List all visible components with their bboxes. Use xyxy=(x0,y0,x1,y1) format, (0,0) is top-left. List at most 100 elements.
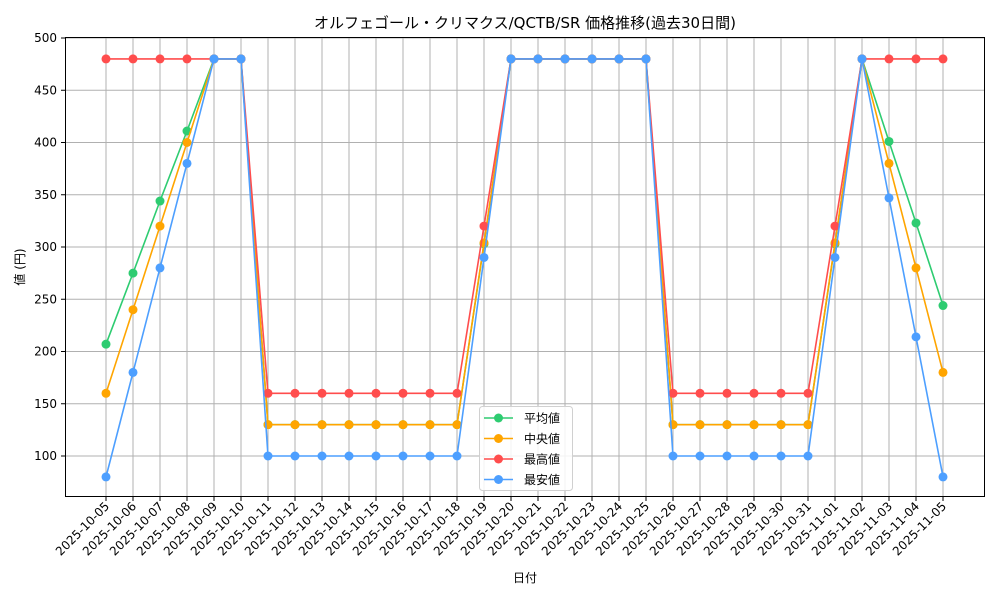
legend-label: 最高値 xyxy=(524,452,560,467)
data-point xyxy=(263,388,273,398)
legend-marker-icon xyxy=(494,454,503,464)
data-point xyxy=(371,388,381,398)
data-point xyxy=(479,252,489,262)
data-point xyxy=(587,54,597,64)
data-point xyxy=(776,388,786,398)
data-point xyxy=(452,451,462,461)
data-point xyxy=(128,367,138,377)
data-point xyxy=(857,54,867,64)
data-point xyxy=(452,388,462,398)
data-point xyxy=(533,54,543,64)
data-point xyxy=(290,451,300,461)
y-tick-label: 200 xyxy=(34,345,57,359)
data-point xyxy=(668,420,678,430)
data-point xyxy=(668,451,678,461)
data-point xyxy=(911,218,921,228)
data-point xyxy=(398,451,408,461)
data-point xyxy=(155,263,165,273)
data-point xyxy=(938,367,948,377)
y-tick-label: 400 xyxy=(34,136,57,150)
data-point xyxy=(884,158,894,168)
y-tick-label: 500 xyxy=(34,31,57,45)
data-point xyxy=(695,388,705,398)
data-point xyxy=(506,54,516,64)
data-point xyxy=(155,54,165,64)
data-point xyxy=(182,138,192,147)
series-group xyxy=(101,54,948,482)
data-point xyxy=(344,388,354,398)
data-point xyxy=(317,420,327,430)
data-point xyxy=(398,388,408,398)
x-axis-label: 日付 xyxy=(513,571,537,585)
y-tick-label: 250 xyxy=(34,292,57,306)
data-point xyxy=(398,420,408,430)
data-point xyxy=(128,268,138,278)
data-point xyxy=(749,451,759,461)
data-point xyxy=(452,420,462,430)
data-point xyxy=(182,158,192,168)
legend-label: 中央値 xyxy=(524,431,560,446)
data-point xyxy=(101,472,111,482)
series-0 xyxy=(101,54,948,430)
legend-item: 平均値 xyxy=(484,411,560,426)
data-point xyxy=(641,54,651,64)
data-point xyxy=(155,196,165,206)
y-tick-label: 450 xyxy=(34,83,57,97)
x-axis: 2025-10-052025-10-062025-10-072025-10-08… xyxy=(53,497,949,558)
y-axis: 100 150 200 250 300 350 400 450 500 xyxy=(34,31,65,463)
series-line xyxy=(105,58,944,426)
data-point xyxy=(938,472,948,482)
data-point xyxy=(236,54,246,64)
data-point xyxy=(317,451,327,461)
data-point xyxy=(722,420,732,430)
series-2 xyxy=(101,54,948,398)
data-point xyxy=(290,388,300,398)
data-point xyxy=(749,420,759,430)
y-tick-label: 100 xyxy=(34,449,57,463)
legend-box xyxy=(479,406,573,491)
y-tick-label: 150 xyxy=(34,397,57,411)
data-point xyxy=(938,54,948,64)
data-point xyxy=(101,388,111,398)
data-point xyxy=(128,305,138,315)
data-point xyxy=(371,451,381,461)
data-point xyxy=(614,54,624,64)
legend-label: 平均値 xyxy=(524,411,560,426)
data-point xyxy=(722,451,732,461)
y-axis-label: 値 (円) xyxy=(12,248,27,285)
data-point xyxy=(776,451,786,461)
data-point xyxy=(911,263,921,273)
data-point xyxy=(938,301,948,311)
legend-marker-icon xyxy=(494,413,503,423)
data-point xyxy=(263,451,273,461)
data-point xyxy=(263,420,273,430)
data-point xyxy=(560,54,570,64)
data-point xyxy=(749,388,759,398)
data-point xyxy=(479,221,489,231)
data-point xyxy=(911,54,921,64)
data-point xyxy=(776,420,786,430)
data-point xyxy=(344,451,354,461)
data-point xyxy=(101,339,111,349)
series-1 xyxy=(101,54,948,430)
y-tick-label: 350 xyxy=(34,188,57,202)
series-line xyxy=(106,58,943,395)
data-point xyxy=(425,388,435,398)
data-point xyxy=(884,136,894,146)
legend-label: 最安値 xyxy=(524,472,560,487)
data-point xyxy=(155,221,165,231)
plot-frame xyxy=(65,37,985,497)
data-point xyxy=(425,420,435,430)
data-point xyxy=(209,54,219,64)
data-point xyxy=(803,388,813,398)
data-point xyxy=(803,451,813,461)
chart-title: オルフェゴール・クリマクス/QCTB/SR 価格推移(過去30日間) xyxy=(314,14,736,32)
data-point xyxy=(128,54,138,64)
data-point xyxy=(884,54,894,64)
data-point xyxy=(317,388,327,398)
legend-marker-icon xyxy=(494,475,503,484)
data-point xyxy=(911,332,921,342)
y-tick-label: 300 xyxy=(34,240,57,254)
